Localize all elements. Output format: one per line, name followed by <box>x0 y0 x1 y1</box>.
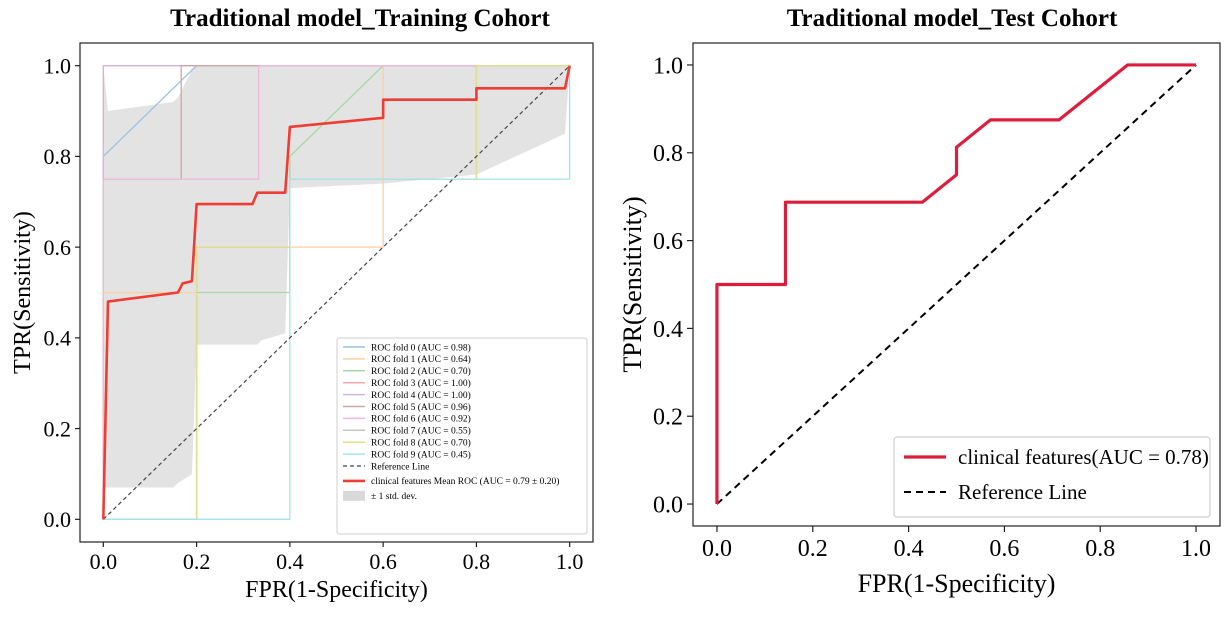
y-axis-label: TPR(Sensitivity) <box>10 211 36 374</box>
axes-frame <box>79 42 594 543</box>
y-tick-label: 0.8 <box>653 141 683 167</box>
roc-fold-9-line <box>103 65 571 520</box>
legend-label-fold-2: ROC fold 2 (AUC = 0.70) <box>371 366 471 377</box>
x-tick-label: 0.0 <box>702 536 732 562</box>
y-axis-label: TPR(Sensitivity) <box>618 196 647 372</box>
x-tick-label: 0.0 <box>90 549 118 574</box>
legend-label-reference: Reference Line <box>371 461 429 472</box>
roc-fold-6-line <box>102 65 570 520</box>
roc-series-line-0 <box>715 63 1197 505</box>
x-tick-label: 0.2 <box>798 536 828 562</box>
x-tick-label: 0.2 <box>183 549 211 574</box>
x-axis-label: FPR(1-Specificity) <box>245 577 428 603</box>
chart-title: Traditional model_Training Cohort <box>170 5 550 32</box>
legend-label-fold-0: ROC fold 0 (AUC = 0.98) <box>371 342 471 353</box>
x-axis-label: FPR(1-Specificity) <box>858 569 1056 598</box>
chart-panel-0: Traditional model_Training Cohort 0.0 0.2 0… <box>10 5 594 603</box>
legend-label-fold-8: ROC fold 8 (AUC = 0.70) <box>371 438 471 449</box>
legend-label-fold-4: ROC fold 4 (AUC = 1.00) <box>371 390 471 401</box>
x-tick-label: 0.6 <box>369 549 397 574</box>
legend-label-reference: Reference Line <box>958 480 1087 504</box>
legend: ROC fold 0 (AUC = 0.98)ROC fold 1 (AUC =… <box>336 337 588 535</box>
reference-line <box>102 65 571 520</box>
legend-label-fold-3: ROC fold 3 (AUC = 1.00) <box>371 378 471 389</box>
chart-title: Traditional model_Test Cohort <box>787 5 1118 32</box>
legend-label-fold-6: ROC fold 6 (AUC = 0.92) <box>371 414 471 425</box>
chart-panel-1: Traditional model_Test Cohort 0.0 0.2 0.4 0.… <box>618 5 1221 598</box>
y-tick-label: 0.4 <box>44 326 72 351</box>
y-tick-label: 0.4 <box>653 317 683 343</box>
y-tick-label: 0.8 <box>44 144 72 169</box>
legend-box <box>336 337 588 535</box>
x-tick-label: 0.4 <box>276 549 304 574</box>
x-tick-label: 0.4 <box>894 536 924 562</box>
y-tick-label: 0.0 <box>44 507 72 532</box>
x-tick-label: 1.0 <box>1181 536 1211 562</box>
y-tick-label: 0.0 <box>653 492 683 518</box>
legend-label-fold-5: ROC fold 5 (AUC = 0.96) <box>371 402 471 413</box>
y-tick-label: 1.0 <box>44 53 72 78</box>
legend: clinical features(AUC = 0.78) Reference L… <box>893 436 1211 518</box>
legend-label-fold-9: ROC fold 9 (AUC = 0.45) <box>371 449 471 460</box>
y-tick-label: 0.2 <box>653 405 683 431</box>
legend-label-mean-roc: clinical features Mean ROC (AUC = 0.79 ±… <box>371 476 559 487</box>
legend-label-series: clinical features(AUC = 0.78) <box>958 445 1209 469</box>
legend-box <box>893 436 1211 518</box>
x-tick-label: 0.6 <box>989 536 1019 562</box>
x-tick-label: 1.0 <box>556 549 584 574</box>
legend-label-fold-1: ROC fold 1 (AUC = 0.64) <box>371 354 471 365</box>
legend-swatch-std-band <box>343 490 365 501</box>
x-tick-label: 0.8 <box>463 549 491 574</box>
std-dev-band <box>103 65 570 488</box>
y-tick-label: 1.0 <box>653 53 683 79</box>
x-tick-label: 0.8 <box>1085 536 1115 562</box>
reference-line <box>716 64 1197 505</box>
y-tick-label: 0.6 <box>44 235 72 260</box>
y-tick-label: 0.2 <box>44 416 72 441</box>
legend-label-fold-7: ROC fold 7 (AUC = 0.55) <box>371 426 471 437</box>
axes-frame <box>692 42 1221 527</box>
y-tick-label: 0.6 <box>653 229 683 255</box>
mean-roc-line <box>102 65 571 520</box>
legend-label-std-band: ± 1 std. dev. <box>371 492 417 502</box>
